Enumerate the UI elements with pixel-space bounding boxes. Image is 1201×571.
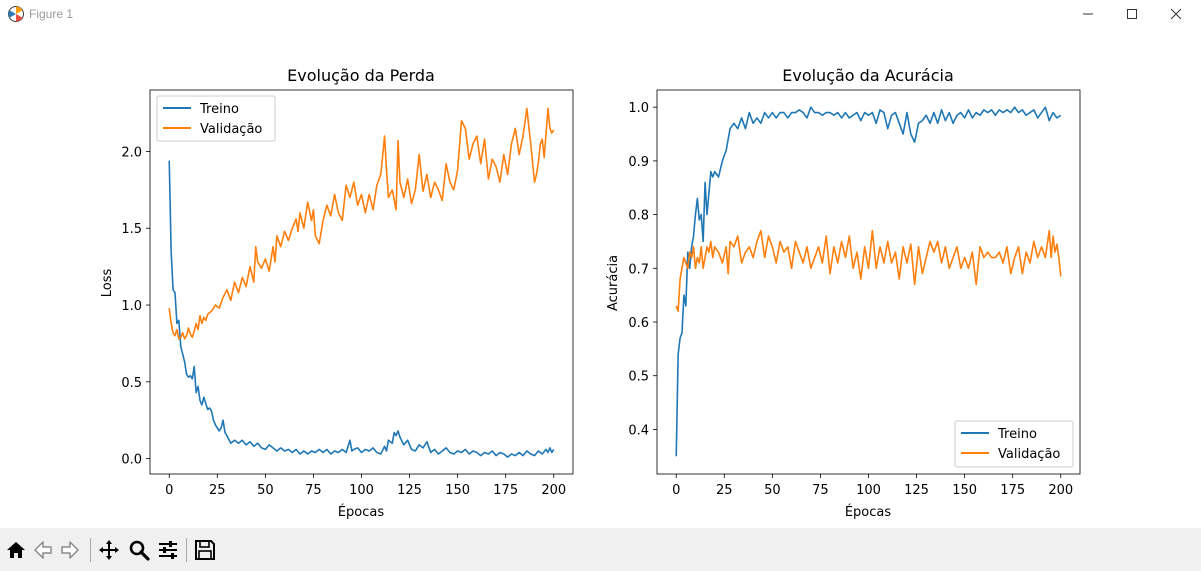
- accuracy-plot-area: [657, 90, 1080, 474]
- loss-x-axis-label: Épocas: [338, 504, 385, 520]
- accuracy-y-tick-label: 1.0: [628, 101, 649, 116]
- pan-button[interactable]: [98, 539, 120, 561]
- loss-subplot: Evolução da Perda 0 25 50 75 100 125 150 175 200…: [100, 66, 574, 520]
- toolbar-separator: [186, 538, 187, 562]
- accuracy-y-tick-label: 0.7: [628, 262, 649, 277]
- loss-x-tick-label: 125: [397, 483, 422, 498]
- forward-arrow-icon: [61, 541, 79, 559]
- accuracy-x-tick-label: 50: [764, 483, 781, 498]
- accuracy-chart-title: Evolução da Acurácia: [782, 66, 954, 85]
- accuracy-y-axis-label: Acurácia: [606, 255, 621, 311]
- home-icon: [7, 542, 25, 558]
- accuracy-y-tick-label: 0.5: [628, 370, 649, 385]
- minimize-button[interactable]: [1065, 0, 1111, 28]
- navigation-toolbar: [0, 528, 1201, 571]
- save-icon: [195, 540, 215, 560]
- loss-series-group: [168, 107, 555, 458]
- accuracy-x-tick-label: 100: [856, 483, 881, 498]
- home-button[interactable]: [5, 539, 27, 561]
- accuracy-x-tick-label: 175: [1000, 483, 1025, 498]
- figure-canvas[interactable]: Evolução da Perda 0 25 50 75 100 125 150 175 200…: [0, 28, 1201, 528]
- accuracy-x-tick-label: 75: [812, 483, 829, 498]
- accuracy-x-tick-label: 125: [904, 483, 929, 498]
- loss-legend-train-label: Treino: [199, 102, 239, 117]
- loss-y-tick-label: 1.5: [121, 222, 142, 237]
- maximize-icon: [1127, 9, 1137, 19]
- loss-series-train-line: [168, 160, 555, 458]
- maximize-button[interactable]: [1109, 0, 1155, 28]
- loss-y-ticks: 0.0 0.5 1.0 1.5 2.0: [121, 145, 150, 468]
- accuracy-legend-train-label: Treino: [997, 427, 1037, 442]
- accuracy-x-axis-label: Épocas: [845, 504, 892, 520]
- window-title-bar: Figure 1: [0, 0, 1201, 28]
- loss-x-tick-label: 150: [445, 483, 470, 498]
- loss-x-tick-label: 25: [209, 483, 226, 498]
- loss-x-tick-label: 200: [541, 483, 566, 498]
- zoom-icon: [129, 540, 150, 561]
- zoom-button[interactable]: [128, 539, 150, 561]
- back-button[interactable]: [32, 539, 54, 561]
- loss-y-axis-label: Loss: [100, 269, 115, 298]
- loss-x-tick-label: 50: [257, 483, 274, 498]
- configure-subplots-icon: [159, 541, 177, 559]
- accuracy-series-train-line: [675, 106, 1062, 457]
- accuracy-y-ticks: 0.4 0.5 0.6 0.7 0.8 0.9 1.0: [628, 101, 657, 438]
- accuracy-legend: Treino Validação: [954, 420, 1074, 468]
- toolbar-separator: [90, 538, 91, 562]
- forward-button[interactable]: [59, 539, 81, 561]
- accuracy-legend-validation-label: Validação: [998, 447, 1060, 462]
- loss-x-tick-label: 0: [165, 483, 173, 498]
- loss-legend-validation-label: Validação: [200, 122, 262, 137]
- minimize-icon: [1083, 13, 1093, 15]
- loss-series-validation-line: [168, 107, 555, 340]
- loss-y-tick-label: 0.0: [121, 453, 142, 468]
- loss-x-tick-label: 75: [305, 483, 322, 498]
- loss-x-tick-label: 175: [493, 483, 518, 498]
- close-button[interactable]: [1153, 0, 1199, 28]
- loss-y-tick-label: 1.0: [121, 299, 142, 314]
- pan-icon: [99, 540, 119, 560]
- close-icon: [1170, 8, 1182, 20]
- accuracy-series-group: [675, 106, 1062, 457]
- loss-y-tick-label: 2.0: [121, 145, 142, 160]
- accuracy-y-tick-label: 0.9: [628, 155, 649, 170]
- accuracy-y-tick-label: 0.6: [628, 316, 649, 331]
- window-title: Figure 1: [29, 7, 74, 21]
- accuracy-series-validation-line: [675, 229, 1062, 313]
- accuracy-x-tick-label: 25: [716, 483, 733, 498]
- accuracy-x-ticks: 0 25 50 75 100 125 150 175 200: [672, 474, 1073, 498]
- loss-y-tick-label: 0.5: [121, 376, 142, 391]
- loss-legend: Treino Validação: [156, 95, 276, 142]
- save-button[interactable]: [194, 539, 216, 561]
- configure-subplots-button[interactable]: [157, 539, 179, 561]
- loss-x-ticks: 0 25 50 75 100 125 150 175 200: [165, 474, 566, 498]
- back-arrow-icon: [34, 541, 52, 559]
- accuracy-x-tick-label: 0: [672, 483, 680, 498]
- accuracy-y-tick-label: 0.8: [628, 209, 649, 224]
- accuracy-x-tick-label: 200: [1048, 483, 1073, 498]
- matplotlib-logo-icon: [8, 6, 24, 22]
- loss-x-tick-label: 100: [349, 483, 374, 498]
- accuracy-y-tick-label: 0.4: [628, 423, 649, 438]
- loss-chart-title: Evolução da Perda: [287, 66, 435, 85]
- loss-plot-area: [150, 90, 573, 474]
- accuracy-x-tick-label: 150: [952, 483, 977, 498]
- accuracy-subplot: Evolução da Acurácia 0 25 50 75 100 125 150 175…: [606, 66, 1081, 520]
